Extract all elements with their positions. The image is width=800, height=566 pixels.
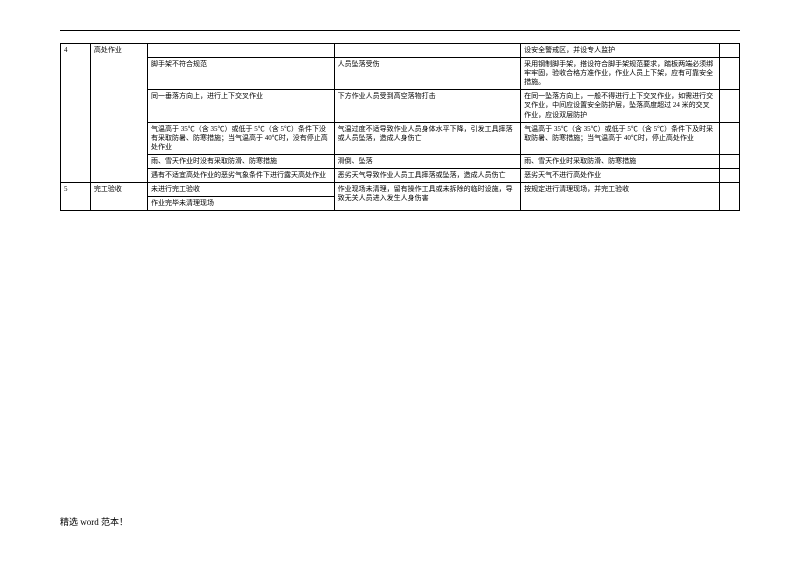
table-row: 气温高于 35℃（含 35℃）或低于 5℃（含 5℃）条件下没有采取防暑、防寒措…	[61, 122, 740, 154]
row-category: 高处作业	[90, 44, 147, 183]
cell-item	[148, 44, 335, 58]
row-num: 4	[61, 44, 91, 183]
cell-risk: 滑倒、坠落	[334, 154, 521, 168]
cell-measure: 按规定进行清理现场，并完工验收	[521, 183, 720, 211]
cell-risk	[334, 44, 521, 58]
cell-item: 同一垂落方向上，进行上下交叉作业	[148, 90, 335, 122]
cell-item: 作业完毕未清理现场	[148, 197, 335, 211]
cell-measure: 采用钢制脚手架，搭设符合脚手架规范要求，踏板两端必须绑牢牢固，验收合格方准作业，…	[521, 58, 720, 90]
cell-measure: 恶劣天气不进行高处作业	[521, 169, 720, 183]
cell-risk: 恶劣天气导致作业人员工具摔落或坠落，造成人员伤亡	[334, 169, 521, 183]
cell-item: 脚手架不符合规范	[148, 58, 335, 90]
page-top-rule	[60, 30, 740, 31]
table-row: 5 完工验收 未进行完工验收 作业现场未清理，留有操作工具或未拆除的临时设施，导…	[61, 183, 740, 197]
cell-item: 雨、雪天作业时没有采取防滑、防寒措施	[148, 154, 335, 168]
cell-measure: 在同一坠落方向上，一般不得进行上下交叉作业，如需进行交叉作业，中间应设置安全防护…	[521, 90, 720, 122]
cell-last	[720, 58, 740, 90]
cell-last	[720, 44, 740, 58]
footer-text: 精选 word 范本！	[60, 515, 128, 528]
cell-last	[720, 169, 740, 183]
cell-last	[720, 154, 740, 168]
cell-risk: 人员坠落受伤	[334, 58, 521, 90]
table-row: 脚手架不符合规范 人员坠落受伤 采用钢制脚手架，搭设符合脚手架规范要求，踏板两端…	[61, 58, 740, 90]
cell-risk: 气温过度不适导致作业人员身体水平下降，引发工具摔落或人员坠落，造成人身伤亡	[334, 122, 521, 154]
cell-last	[720, 122, 740, 154]
cell-last	[720, 90, 740, 122]
cell-item: 遇有不适宜高处作业的恶劣气象条件下进行露天高处作业	[148, 169, 335, 183]
table-row: 同一垂落方向上，进行上下交叉作业 下方作业人员受到高空落物打击 在同一坠落方向上…	[61, 90, 740, 122]
cell-item: 气温高于 35℃（含 35℃）或低于 5℃（含 5℃）条件下没有采取防暑、防寒措…	[148, 122, 335, 154]
cell-risk: 作业现场未清理，留有操作工具或未拆除的临时设施，导致无关人员进入发生人身伤害	[334, 183, 521, 211]
row-num: 5	[61, 183, 91, 211]
cell-measure: 气温高于 35℃（含 35℃）或低于 5℃（含 5℃）条件下及时采取防暑、防寒措…	[521, 122, 720, 154]
cell-risk: 下方作业人员受到高空落物打击	[334, 90, 521, 122]
table-row: 4 高处作业 设安全警戒区，并设专人监护	[61, 44, 740, 58]
cell-item: 未进行完工验收	[148, 183, 335, 197]
cell-measure: 设安全警戒区，并设专人监护	[521, 44, 720, 58]
table-row: 雨、雪天作业时没有采取防滑、防寒措施 滑倒、坠落 雨、雪天作业时采取防滑、防寒措…	[61, 154, 740, 168]
row-category: 完工验收	[90, 183, 147, 211]
main-table: 4 高处作业 设安全警戒区，并设专人监护 脚手架不符合规范 人员坠落受伤 采用钢…	[60, 43, 740, 211]
cell-last	[720, 183, 740, 211]
cell-measure: 雨、雪天作业时采取防滑、防寒措施	[521, 154, 720, 168]
table-row: 遇有不适宜高处作业的恶劣气象条件下进行露天高处作业 恶劣天气导致作业人员工具摔落…	[61, 169, 740, 183]
